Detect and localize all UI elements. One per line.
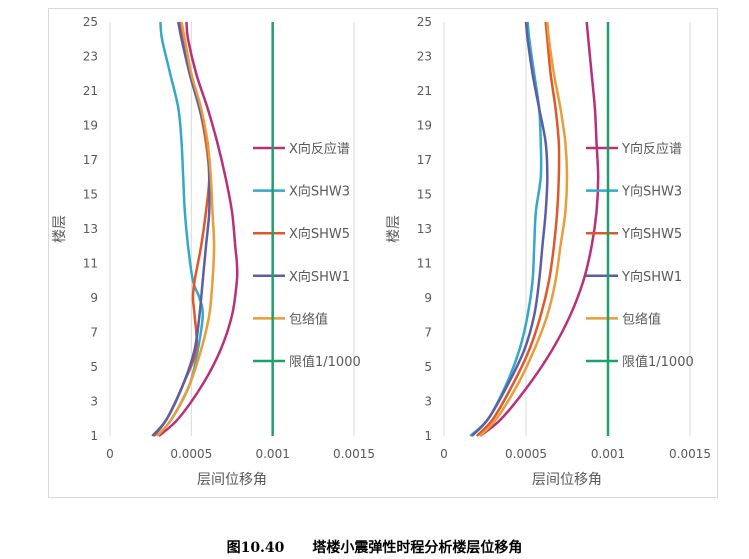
y-tick-label: 17	[83, 153, 98, 167]
legend-label: Y向SHW1	[621, 269, 682, 285]
legend-label: 包络值	[622, 311, 661, 327]
legend-label: 包络值	[289, 311, 328, 327]
legend-label: X向反应谱	[289, 141, 350, 157]
series-line-SHW1	[470, 21, 549, 437]
y-tick-label: 9	[90, 291, 98, 305]
y-tick-label: 15	[417, 188, 432, 202]
y-tick-label: 21	[83, 84, 98, 98]
legend-label: X向SHW1	[289, 269, 350, 285]
x-tick-label: 0.0015	[333, 447, 375, 461]
y-tick-label: 5	[90, 360, 98, 374]
caption-text: 塔楼小震弹性时程分析楼层位移角	[312, 540, 523, 556]
x-tick-label: 0	[440, 447, 448, 461]
y-tick-label: 19	[83, 119, 98, 133]
y-tick-label: 3	[424, 395, 432, 409]
legend-label: 限值1/1000	[289, 354, 361, 370]
legend-label: 限值1/1000	[622, 354, 694, 370]
series-line-反应谱	[157, 21, 239, 437]
legend-label: X向SHW5	[289, 226, 350, 242]
y-tick-label: 17	[417, 153, 432, 167]
x-tick-label: 0.0005	[505, 447, 547, 461]
series-line-包络值	[156, 21, 216, 437]
x-tick-label: 0.0015	[669, 447, 711, 461]
x-tick-label: 0.001	[255, 447, 289, 461]
legend-label: X向SHW3	[289, 184, 350, 200]
y-tick-label: 21	[417, 84, 432, 98]
series-line-SHW5	[152, 21, 211, 437]
x-axis-label: 层间位移角	[532, 472, 602, 488]
series-line-SHW3	[469, 21, 543, 437]
y-tick-label: 1	[90, 429, 98, 443]
y-tick-label: 23	[417, 50, 432, 64]
figure-caption: 图10.40 塔楼小震弹性时程分析楼层位移角	[0, 537, 749, 557]
y-tick-label: 15	[83, 188, 98, 202]
x-tick-label: 0	[106, 447, 114, 461]
y-tick-label: 3	[90, 395, 98, 409]
series-line-反应谱	[479, 21, 600, 437]
y-tick-label: 11	[417, 257, 432, 271]
y-tick-label: 1	[424, 429, 432, 443]
series-line-包络值	[479, 21, 569, 437]
series-line-SHW3	[156, 21, 204, 437]
y-tick-label: 23	[83, 50, 98, 64]
y-tick-label: 19	[417, 119, 432, 133]
y-axis-label: 楼层	[52, 215, 68, 243]
y-tick-label: 25	[83, 15, 98, 29]
y-tick-label: 13	[83, 222, 98, 236]
y-tick-label: 5	[424, 360, 432, 374]
y-tick-label: 9	[424, 291, 432, 305]
legend-label: Y向SHW3	[621, 184, 682, 200]
y-tick-label: 7	[424, 326, 432, 340]
x-tick-label: 0.0005	[170, 447, 212, 461]
series-line-SHW1	[151, 21, 211, 437]
legend-label: Y向SHW5	[621, 226, 682, 242]
y-tick-label: 13	[417, 222, 432, 236]
series-line-SHW5	[475, 21, 561, 437]
legend-label: Y向反应谱	[621, 141, 682, 157]
x-axis-label: 层间位移角	[197, 472, 267, 488]
x-tick-label: 0.001	[591, 447, 625, 461]
y-tick-label: 7	[90, 326, 98, 340]
chart-frame	[48, 8, 718, 498]
y-tick-label: 11	[83, 257, 98, 271]
y-axis-label: 楼层	[386, 215, 402, 243]
y-tick-label: 25	[417, 15, 432, 29]
caption-number: 图10.40	[226, 540, 285, 556]
